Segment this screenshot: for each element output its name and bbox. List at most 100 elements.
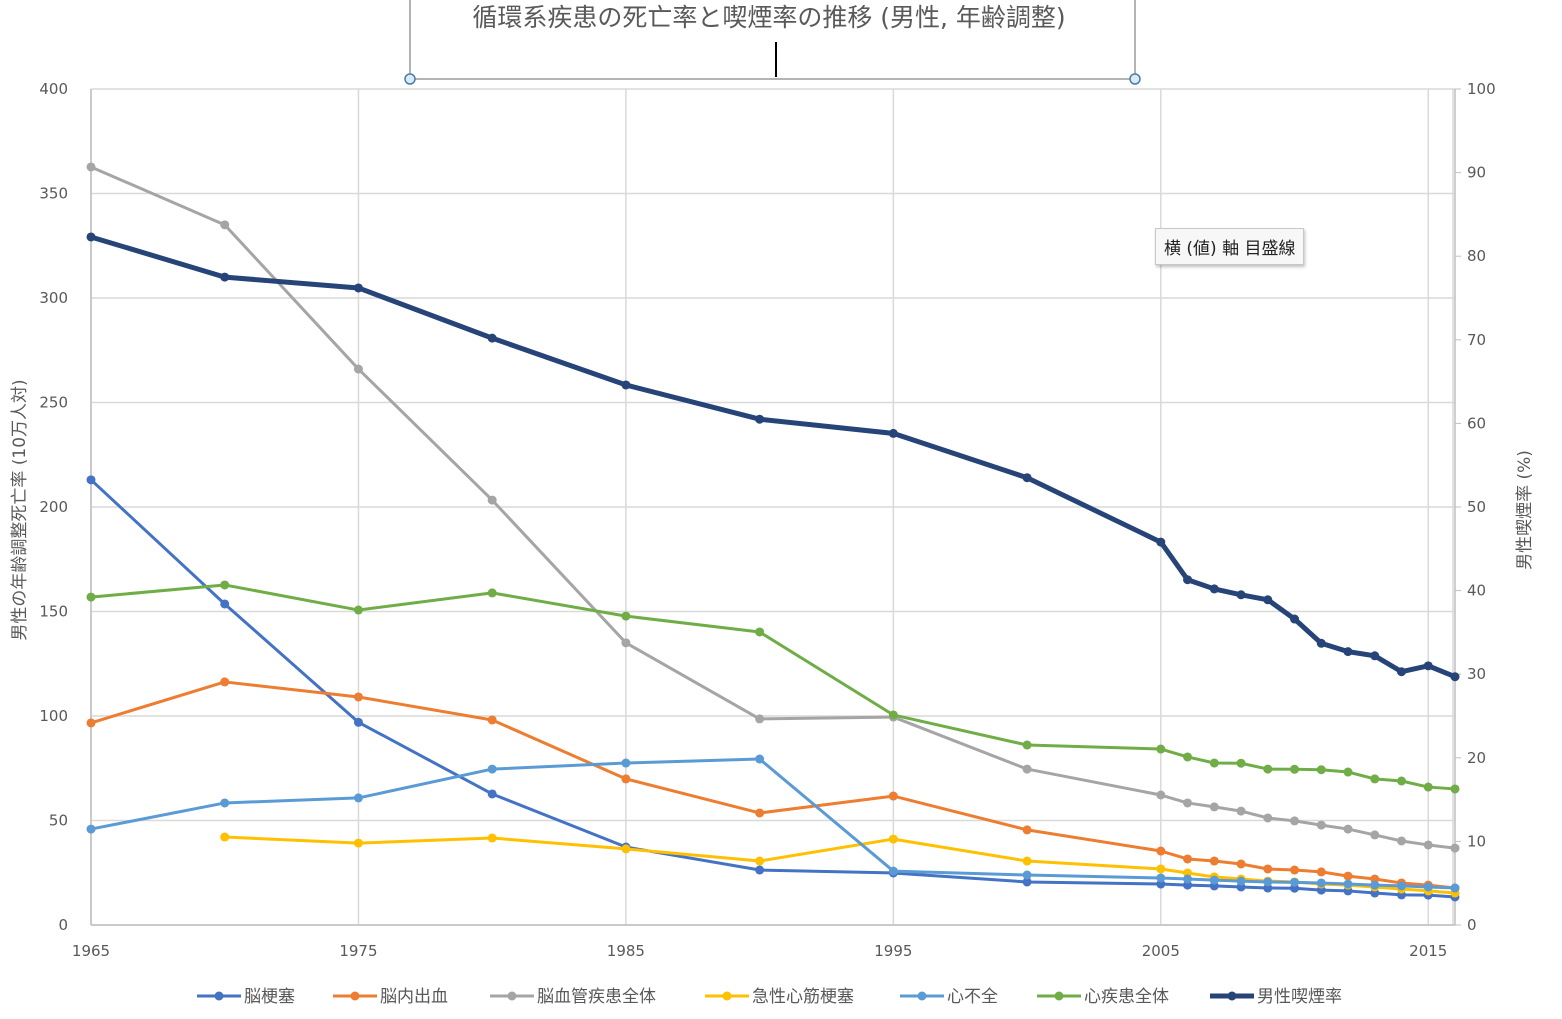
data-point <box>487 333 497 343</box>
axis-ticks: 0 50 100 150 200 250 300 350 400 0 10 20 30 40 50 60 70 8… <box>39 80 1495 960</box>
data-point <box>487 764 497 774</box>
data-point <box>621 380 631 390</box>
y-tick-label: 200 <box>39 498 68 516</box>
data-point <box>1022 473 1032 483</box>
data-point <box>1209 584 1219 594</box>
data-point <box>1183 752 1193 762</box>
data-point <box>1022 740 1032 750</box>
data-point <box>621 844 631 854</box>
data-point <box>1022 825 1032 835</box>
data-point <box>1209 802 1219 812</box>
data-point <box>755 808 765 818</box>
y2-tick-label: 100 <box>1467 80 1496 98</box>
data-point <box>621 774 631 784</box>
data-point <box>1343 824 1353 834</box>
series-line <box>90 234 1456 680</box>
series-脳血管疾患全体 <box>86 162 1460 853</box>
data-point <box>888 866 898 876</box>
legend-item[interactable]: 急性心筋梗塞 <box>705 987 854 1007</box>
tooltip: 横 (値) 軸 目盛線 <box>1155 228 1305 265</box>
data-point <box>1397 667 1407 677</box>
data-point <box>1316 878 1326 888</box>
legend[interactable]: 脳梗塞 脳内出血 脳血管疾患全体 急性心筋梗塞 心不全 心疾患全体 男性喫煙率 <box>197 987 1342 1007</box>
data-point <box>86 232 96 242</box>
x-tick-label: 1975 <box>339 942 377 960</box>
data-point <box>1343 879 1353 889</box>
data-point <box>1450 784 1460 794</box>
chart-title-box[interactable]: 循環系疾患の死亡率と喫煙率の推移 (男性, 年齢調整) <box>404 0 1141 85</box>
data-point <box>1423 882 1433 892</box>
y-tick-label: 150 <box>39 603 68 621</box>
y2-axis-title: 男性喫煙率 (%) <box>1515 450 1535 570</box>
chart-title[interactable]: 循環系疾患の死亡率と喫煙率の推移 (男性, 年齢調整) <box>472 3 1065 32</box>
data-point <box>1316 638 1326 648</box>
data-point <box>1263 595 1273 605</box>
legend-item[interactable]: 心疾患全体 <box>1037 987 1169 1007</box>
data-point <box>1343 871 1353 881</box>
resize-handle-right[interactable] <box>1129 73 1141 85</box>
data-point <box>353 605 363 615</box>
data-point <box>1316 867 1326 877</box>
data-point <box>1236 859 1246 869</box>
y-tick-label: 100 <box>39 707 68 725</box>
data-point <box>220 832 230 842</box>
resize-handle-left[interactable] <box>404 73 416 85</box>
data-point <box>1370 880 1380 890</box>
data-point <box>353 793 363 803</box>
data-point <box>1370 830 1380 840</box>
data-point <box>1236 876 1246 886</box>
data-point <box>1343 647 1353 657</box>
data-point <box>86 718 96 728</box>
legend-item[interactable]: 男性喫煙率 <box>1210 987 1342 1007</box>
x-tick-label: 2005 <box>1142 942 1180 960</box>
legend-label: 脳梗塞 <box>244 987 295 1007</box>
legend-item[interactable]: 脳血管疾患全体 <box>490 987 656 1007</box>
data-point <box>353 717 363 727</box>
data-point <box>888 791 898 801</box>
legend-label: 心疾患全体 <box>1084 987 1169 1007</box>
data-point <box>86 475 96 485</box>
y2-tick-label: 70 <box>1467 331 1486 349</box>
series-line <box>90 680 1456 890</box>
data-point <box>1022 856 1032 866</box>
data-point <box>1450 883 1460 893</box>
legend-marker-icon <box>1227 991 1237 1001</box>
series-男性喫煙率 <box>86 232 1460 682</box>
data-point <box>1423 840 1433 850</box>
data-point <box>1022 877 1032 887</box>
data-point <box>353 364 363 374</box>
legend-item[interactable]: 心不全 <box>900 987 998 1007</box>
data-point <box>1183 575 1193 585</box>
data-point <box>888 428 898 438</box>
data-point <box>621 611 631 621</box>
y-axis-title: 男性の年齢調整死亡率 (10万人対) <box>10 379 30 640</box>
data-point <box>1263 764 1273 774</box>
data-point <box>220 272 230 282</box>
data-point <box>755 856 765 866</box>
data-point <box>86 824 96 834</box>
data-point <box>621 758 631 768</box>
legend-item[interactable]: 脳梗塞 <box>197 987 295 1007</box>
data-point <box>1236 806 1246 816</box>
data-point <box>1316 765 1326 775</box>
data-point <box>487 789 497 799</box>
data-point <box>353 838 363 848</box>
data-point <box>1156 744 1166 754</box>
legend-label: 男性喫煙率 <box>1257 987 1342 1007</box>
data-point <box>1022 764 1032 774</box>
data-point <box>1183 874 1193 884</box>
data-point <box>755 754 765 764</box>
legend-marker-icon <box>1054 991 1064 1001</box>
data-point <box>86 162 96 172</box>
data-point <box>1263 813 1273 823</box>
data-point <box>1156 873 1166 883</box>
y2-tick-label: 90 <box>1467 164 1486 182</box>
data-point <box>353 692 363 702</box>
data-point <box>1263 877 1273 887</box>
legend-marker-icon <box>722 991 732 1001</box>
data-point <box>1290 816 1300 826</box>
y2-tick-label: 80 <box>1467 247 1486 265</box>
data-point <box>1209 875 1219 885</box>
legend-marker-icon <box>917 991 927 1001</box>
legend-item[interactable]: 脳内出血 <box>333 987 448 1007</box>
